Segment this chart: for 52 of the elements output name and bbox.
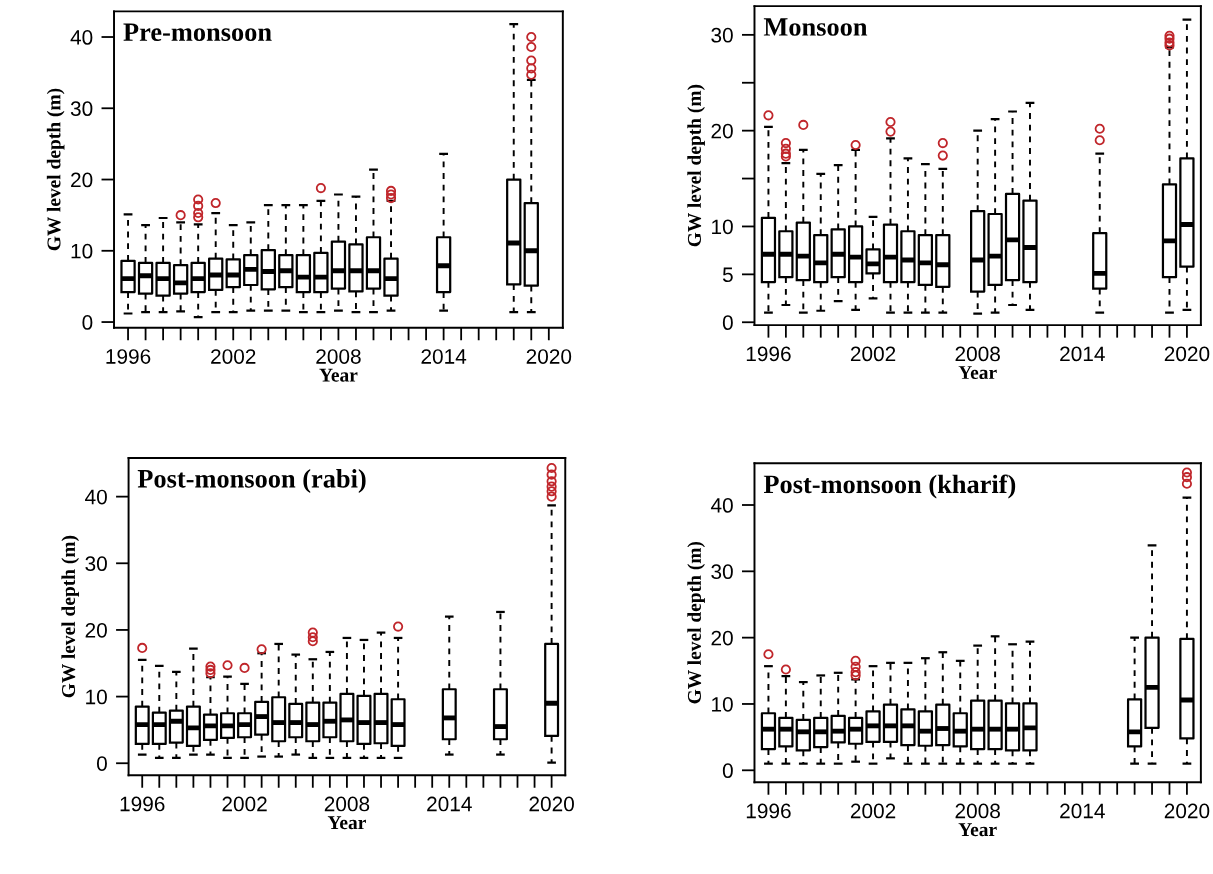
y-axis-title: GW level depth (m) bbox=[687, 84, 705, 247]
x-tick-label: 2020 bbox=[526, 349, 572, 364]
y-tick-label: 10 bbox=[712, 219, 733, 235]
y-tick-label: 0 bbox=[722, 315, 733, 331]
x-tick-label: 2020 bbox=[1164, 346, 1210, 362]
chart-title: Monsoon bbox=[763, 18, 868, 36]
x-tick-label: 1996 bbox=[746, 346, 791, 362]
x-tick-label: 2008 bbox=[955, 346, 1000, 362]
chart-title: Pre-monsoon bbox=[123, 23, 272, 42]
x-tick-label: 2020 bbox=[1164, 803, 1210, 819]
x-tick-label: 2014 bbox=[421, 349, 467, 364]
y-axis-title: GW level depth (m) bbox=[46, 88, 65, 251]
y-tick-label: 10 bbox=[71, 243, 93, 259]
y-tick-label: 30 bbox=[85, 556, 107, 572]
y-tick-label: 20 bbox=[85, 622, 107, 638]
y-tick-label: 40 bbox=[85, 489, 107, 505]
y-tick-label: 40 bbox=[70, 30, 93, 45]
x-tick-label: 2002 bbox=[850, 346, 896, 362]
y-tick-label: 0 bbox=[96, 756, 107, 771]
x-tick-label: 2002 bbox=[211, 349, 256, 364]
x-tick-label: 2002 bbox=[850, 803, 896, 819]
y-tick-label: 20 bbox=[711, 123, 733, 139]
x-tick-label: 1996 bbox=[746, 803, 791, 819]
x-tick-label: 2002 bbox=[222, 796, 267, 812]
x-tick-label: 2008 bbox=[316, 349, 361, 364]
y-tick-label: 30 bbox=[70, 101, 93, 117]
x-axis-title: Year bbox=[958, 823, 997, 837]
x-tick-label: 2014 bbox=[1060, 346, 1105, 362]
chart-title: Post-monsoon (kharif) bbox=[763, 474, 1016, 499]
x-tick-label: 2014 bbox=[1060, 803, 1105, 819]
y-tick-label: 30 bbox=[711, 27, 733, 43]
x-axis-title: Year bbox=[327, 816, 366, 830]
x-axis-title: Year bbox=[958, 366, 997, 380]
y-axis-title: GW level depth (m) bbox=[61, 535, 80, 698]
y-tick-label: 20 bbox=[71, 172, 93, 188]
x-tick-label: 1996 bbox=[106, 349, 151, 364]
x-tick-label: 2008 bbox=[955, 803, 1000, 819]
y-tick-label: 5 bbox=[722, 267, 733, 283]
x-tick-label: 1996 bbox=[120, 796, 165, 812]
y-tick-label: 0 bbox=[722, 763, 733, 779]
y-tick-label: 40 bbox=[710, 498, 733, 513]
y-axis-title: GW level depth (m) bbox=[687, 541, 705, 704]
x-tick-label: 2008 bbox=[324, 796, 370, 812]
x-axis-title: Year bbox=[319, 368, 358, 382]
x-tick-label: 2014 bbox=[427, 796, 472, 812]
y-tick-label: 10 bbox=[86, 689, 107, 705]
chart-title: Post-monsoon (rabi) bbox=[137, 469, 366, 494]
y-tick-label: 10 bbox=[712, 696, 733, 712]
y-tick-label: 0 bbox=[82, 315, 93, 330]
y-tick-label: 30 bbox=[711, 564, 733, 580]
y-tick-label: 20 bbox=[711, 630, 733, 646]
x-tick-label: 2020 bbox=[529, 796, 574, 812]
